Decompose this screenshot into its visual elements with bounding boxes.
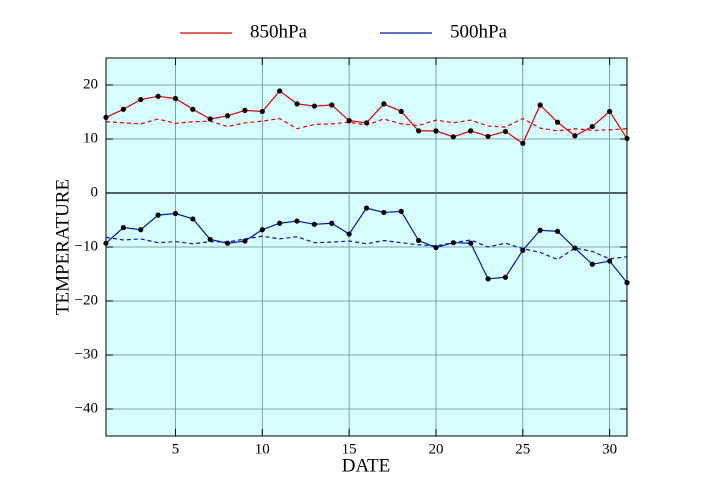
marker bbox=[607, 108, 613, 115]
marker bbox=[259, 227, 265, 233]
marker bbox=[120, 106, 126, 112]
marker bbox=[172, 95, 179, 102]
y-tick-label: −20 bbox=[75, 292, 98, 308]
marker bbox=[520, 247, 526, 253]
marker bbox=[311, 221, 317, 227]
x-tick-label: 30 bbox=[602, 441, 617, 457]
marker bbox=[589, 261, 595, 267]
marker bbox=[520, 140, 526, 146]
marker bbox=[103, 240, 109, 246]
marker bbox=[554, 228, 561, 234]
marker bbox=[294, 218, 300, 224]
marker bbox=[346, 118, 352, 124]
marker bbox=[502, 274, 509, 280]
marker bbox=[381, 209, 387, 216]
marker bbox=[242, 238, 248, 244]
x-tick-label: 25 bbox=[515, 441, 530, 457]
y-tick-label: 0 bbox=[91, 184, 99, 200]
y-tick-label: −30 bbox=[75, 346, 98, 362]
y-tick-label: −40 bbox=[75, 400, 98, 416]
marker bbox=[485, 276, 491, 282]
marker bbox=[207, 116, 213, 122]
marker bbox=[502, 128, 509, 135]
legend-label: 850hPa bbox=[250, 21, 308, 42]
marker bbox=[155, 93, 161, 99]
marker bbox=[363, 120, 370, 126]
marker bbox=[207, 236, 213, 243]
marker bbox=[172, 210, 179, 217]
marker bbox=[485, 133, 491, 139]
y-axis-label: TEMPERATURE bbox=[52, 179, 73, 315]
marker bbox=[468, 128, 474, 134]
marker bbox=[398, 108, 404, 115]
marker bbox=[224, 113, 231, 119]
marker bbox=[537, 102, 543, 108]
marker bbox=[398, 208, 404, 214]
marker bbox=[589, 123, 595, 130]
marker bbox=[363, 205, 370, 211]
marker bbox=[224, 240, 231, 246]
marker bbox=[311, 103, 317, 109]
marker bbox=[381, 101, 387, 107]
marker bbox=[537, 227, 543, 233]
marker bbox=[277, 88, 283, 94]
marker bbox=[554, 119, 561, 125]
marker bbox=[138, 96, 144, 103]
marker bbox=[346, 231, 352, 237]
plot-frame bbox=[105, 57, 628, 437]
marker bbox=[294, 101, 300, 107]
x-tick-label: 5 bbox=[172, 441, 180, 457]
legend-label: 500hPa bbox=[450, 21, 508, 42]
marker bbox=[572, 245, 578, 251]
marker bbox=[190, 106, 196, 112]
marker bbox=[433, 244, 439, 251]
marker bbox=[416, 128, 422, 134]
marker bbox=[138, 227, 144, 233]
marker bbox=[450, 134, 456, 140]
marker bbox=[329, 102, 335, 108]
marker bbox=[242, 107, 248, 113]
x-tick-label: 15 bbox=[342, 441, 357, 457]
marker bbox=[416, 237, 422, 244]
marker bbox=[329, 220, 335, 226]
y-tick-label: 20 bbox=[83, 76, 98, 92]
x-tick-label: 20 bbox=[428, 441, 443, 457]
marker bbox=[450, 240, 456, 246]
marker bbox=[433, 128, 439, 134]
marker bbox=[572, 133, 578, 139]
marker bbox=[468, 240, 474, 246]
marker bbox=[190, 216, 196, 222]
y-tick-label: 10 bbox=[83, 130, 98, 146]
marker bbox=[607, 258, 613, 264]
marker bbox=[277, 220, 283, 226]
marker bbox=[624, 280, 630, 286]
y-tick-label: −10 bbox=[75, 238, 98, 254]
marker bbox=[624, 135, 630, 142]
x-tick-label: 10 bbox=[255, 441, 270, 457]
x-axis-label: DATE bbox=[342, 455, 391, 476]
marker bbox=[259, 108, 265, 115]
dashed-line bbox=[105, 235, 628, 261]
marker bbox=[155, 212, 161, 218]
marker bbox=[120, 224, 126, 231]
marker bbox=[103, 114, 109, 120]
